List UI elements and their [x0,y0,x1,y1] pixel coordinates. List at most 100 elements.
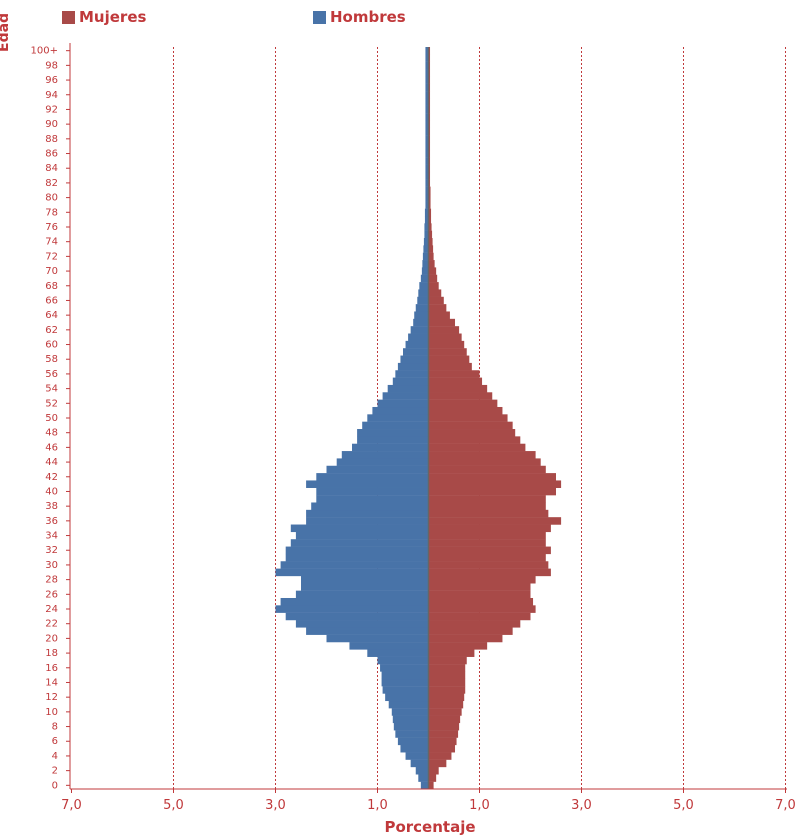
bar-mujeres-age-58 [428,355,470,364]
bar-mujeres-age-27 [428,583,531,591]
bar-mujeres-age-99 [428,54,431,62]
bar-mujeres-age-19 [428,642,488,650]
bar-hombres-age-33 [290,539,429,547]
bar-mujeres-age-64 [428,311,450,320]
bar-mujeres-age-25 [428,597,534,606]
x-tick-label: 1,0 [469,798,490,813]
bar-hombres-age-58 [400,355,429,364]
bar-mujeres-age-21 [428,627,513,635]
bar-mujeres-age-45 [428,451,536,459]
bar-hombres-age-60 [405,340,429,349]
bar-mujeres-age-1 [428,774,437,782]
bar-hombres-age-26 [295,590,429,599]
bar-mujeres-age-53 [428,392,493,400]
bar-mujeres-age-31 [428,553,546,562]
bar-mujeres-age-8 [428,722,460,731]
bar-hombres-age-15 [381,671,429,680]
bar-mujeres-age-2 [428,766,439,775]
bar-hombres-age-16 [380,664,429,672]
bar-hombres-age-5 [400,744,429,753]
x-tick-label: 3,0 [265,798,286,813]
bar-hombres-age-82 [425,179,429,187]
bar-mujeres-age-73 [428,245,434,253]
bar-hombres-age-9 [392,715,429,724]
bar-hombres-age-74 [423,238,429,246]
bar-mujeres-age-16 [428,664,466,672]
bar-hombres-age-47 [357,436,429,444]
bar-mujeres-age-42 [428,473,556,481]
bar-mujeres-age-91 [428,113,431,121]
bar-mujeres-age-63 [428,318,456,327]
bar-hombres-age-37 [306,509,429,518]
bar-mujeres-age-86 [428,149,431,158]
bar-hombres-age-79 [425,201,429,209]
bar-hombres-age-81 [425,186,429,195]
y-tick-label: 54 [45,384,58,395]
bar-hombres-age-62 [410,326,429,334]
legend-item-hombres: Hombres [313,8,406,26]
bar-mujeres-age-10 [428,708,462,716]
bar-mujeres-age-7 [428,730,459,738]
legend-label-mujeres: Mujeres [79,8,147,26]
bar-hombres-age-85 [425,157,429,165]
y-tick-label: 46 [45,442,58,453]
bar-mujeres-age-26 [428,590,531,599]
y-tick-label: 2 [52,766,58,777]
bar-mujeres-age-90 [428,120,431,129]
y-tick-label: 20 [45,633,58,644]
bar-mujeres-age-70 [428,267,437,275]
bar-hombres-age-65 [415,304,429,312]
bar-mujeres-age-49 [428,421,513,430]
bar-hombres-age-51 [372,406,429,415]
bar-hombres-age-69 [420,274,429,283]
bar-hombres-age-52 [377,399,429,408]
y-tick-label: 56 [45,369,58,380]
bar-hombres-age-2 [415,766,429,775]
y-tick-label: 64 [45,310,58,321]
bar-mujeres-age-77 [428,215,432,224]
y-tick-label: 48 [45,428,58,439]
y-tick-label: 14 [45,677,58,688]
bar-hombres-age-0 [420,781,429,790]
bar-mujeres-age-92 [428,105,431,114]
bar-mujeres-age-85 [428,157,431,165]
bar-hombres-age-44 [336,458,429,466]
bar-mujeres-age-76 [428,223,432,231]
y-tick-label: 16 [45,663,58,674]
bar-mujeres-age-37 [428,509,549,518]
x-tick-label: 7,0 [775,798,796,813]
bar-mujeres-age-72 [428,252,434,261]
bar-mujeres-age-81 [428,186,431,195]
bar-mujeres-age-78 [428,208,432,217]
bar-mujeres-age-93 [428,98,431,106]
bar-hombres-age-40 [316,487,429,496]
y-tick-label: 24 [45,604,58,615]
bar-hombres-age-93 [425,98,429,106]
bar-mujeres-age-65 [428,304,447,312]
bar-mujeres-age-51 [428,406,503,415]
bar-mujeres-age-56 [428,370,480,378]
bar-mujeres-age-69 [428,274,438,283]
bar-hombres-age-77 [424,215,429,224]
bar-hombres-age-63 [413,318,429,327]
bar-hombres-age-41 [306,480,429,488]
bar-hombres-age-91 [425,113,429,121]
bar-hombres-age-75 [424,230,429,239]
bar-hombres-age-64 [414,311,429,320]
x-tick-label: 7,0 [61,798,82,813]
bar-hombres-age-97 [425,69,429,77]
bar-mujeres-age-60 [428,340,465,349]
y-tick-label: 30 [45,560,58,571]
y-tick-label: 68 [45,281,58,292]
bar-mujeres-age-39 [428,495,546,503]
bar-hombres-age-92 [425,105,429,114]
bar-hombres-age-18 [367,649,429,657]
bar-mujeres-age-83 [428,171,431,180]
bar-mujeres-age-82 [428,179,431,187]
bar-mujeres-age-98 [428,61,431,70]
bar-mujeres-age-17 [428,656,467,665]
bar-hombres-age-21 [306,627,429,635]
bar-hombres-age-59 [403,348,429,356]
bar-mujeres-age-100 [428,47,431,55]
bar-hombres-age-54 [387,384,429,393]
